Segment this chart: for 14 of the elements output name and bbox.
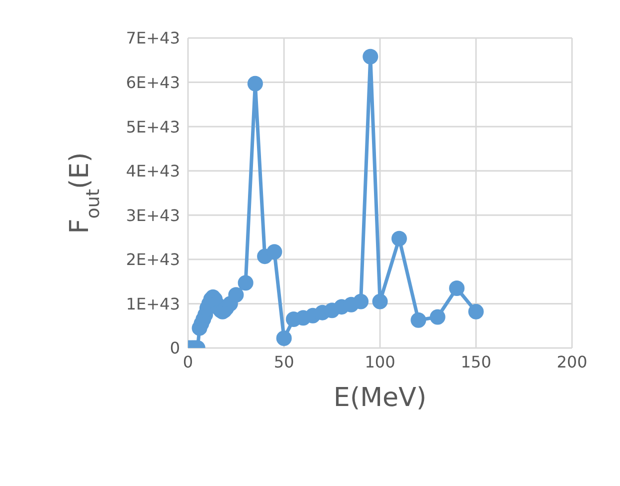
x-axis-title: E(MeV) <box>334 383 426 413</box>
x-tick-label: 150 <box>460 352 492 372</box>
x-tick-label: 0 <box>182 352 194 372</box>
y-tick-label: 3E+43 <box>126 206 180 225</box>
y-tick-label: 2E+43 <box>126 250 180 270</box>
y-tick-label: 7E+43 <box>126 28 180 48</box>
x-tick-label: 200 <box>556 352 588 372</box>
x-tick-label: 100 <box>364 352 396 372</box>
y-tick-label: 5E+43 <box>126 117 180 136</box>
x-tick-label: 50 <box>274 352 294 372</box>
y-tick-label: 1E+43 <box>126 294 180 314</box>
y-tick-label: 6E+43 <box>126 72 180 92</box>
y-tick-label: 0 <box>170 338 180 358</box>
y-tick-label: 4E+43 <box>126 162 180 181</box>
